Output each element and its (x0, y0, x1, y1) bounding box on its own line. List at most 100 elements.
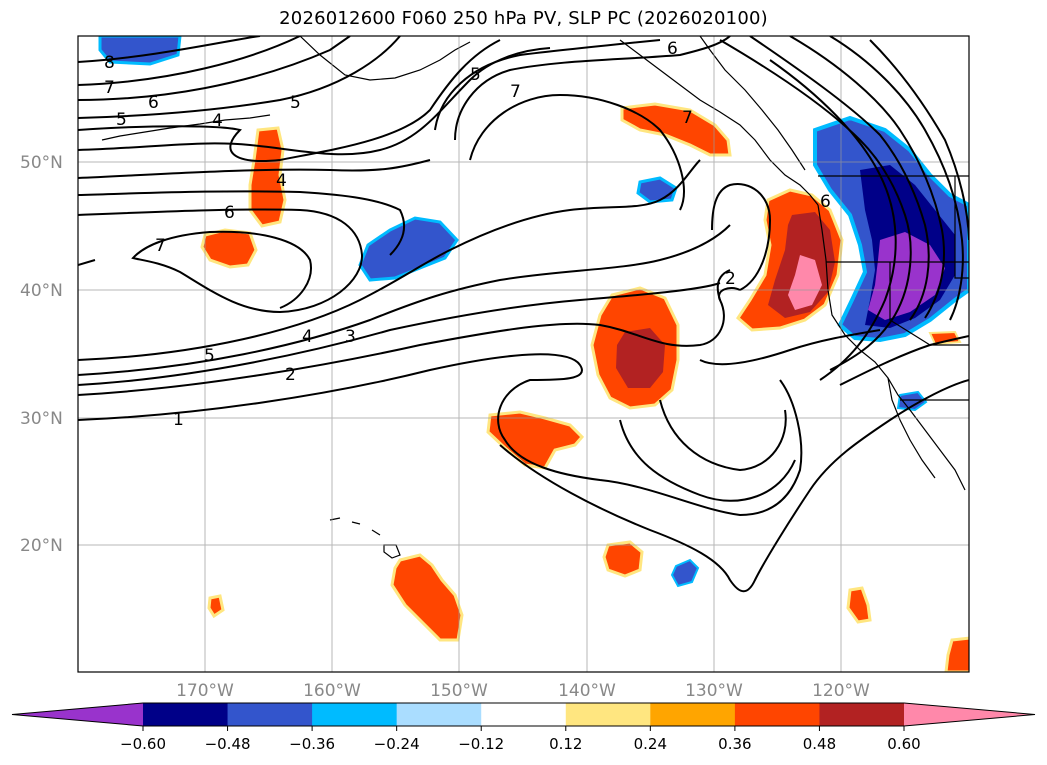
lon-label-170w: 170°W (176, 681, 234, 701)
map-border (77, 35, 970, 673)
colorbar-tick-label: −0.24 (374, 735, 420, 753)
pv-neg-155w (358, 216, 459, 282)
colorbar-tick-label: −0.36 (289, 735, 335, 753)
slp-contours (78, 36, 969, 593)
contour-6-north (78, 36, 351, 101)
contour-inner-1 (619, 419, 796, 502)
contour-8 (78, 36, 261, 63)
colorbar-tick-label: −0.60 (120, 735, 166, 753)
contour-label: 5 (204, 346, 215, 366)
contour-label: 6 (820, 192, 831, 212)
contour-label: 7 (104, 78, 115, 98)
contour-5-south (78, 159, 701, 361)
contour-label: 4 (276, 171, 287, 191)
colorbar-segment (312, 703, 398, 726)
canada-coast (699, 36, 806, 171)
contour-east-2 (749, 36, 930, 321)
contour-trough (499, 379, 969, 593)
colorbar-tick-label: −0.48 (205, 735, 251, 753)
contour-5-mid (78, 47, 551, 156)
pv-blob-135w-core (616, 328, 665, 388)
colorbar-segment (819, 703, 905, 726)
pv-blob-170w-north (248, 126, 287, 228)
colorbar-tick-label: 0.48 (803, 735, 836, 753)
longitude-labels: 170°W 160°W 150°W 140°W 130°W 120°W (176, 681, 870, 701)
lat-label-30n: 30°N (20, 409, 63, 429)
pv-blob-117w-small (846, 586, 872, 624)
hawaii-islands (329, 517, 401, 559)
contour-label: 3 (345, 327, 356, 347)
lon-label-150w: 150°W (430, 681, 488, 701)
colorbar-tick-label: 0.12 (549, 735, 582, 753)
contour-inner-2 (659, 399, 787, 472)
contour-label: 4 (302, 327, 313, 347)
border-idaho (954, 176, 969, 279)
lat-label-50n: 50°N (20, 153, 63, 173)
lat-label-40n: 40°N (20, 281, 63, 301)
contour-labels: 8 7 6 5 4 5 6 4 6 7 5 4 3 2 1 5 7 6 7 6 … (104, 39, 831, 430)
contour-label: 1 (173, 410, 184, 430)
contour-east-outer (769, 59, 897, 381)
contour-2-south (78, 287, 741, 396)
us-west-coast (817, 204, 966, 491)
pv-blob-170w-south (200, 228, 258, 269)
colorbar-segment (227, 703, 313, 726)
contour-4-south (78, 224, 731, 376)
pv-blob-145w (486, 410, 585, 470)
pv-blob-hawaii-south (390, 553, 464, 642)
lon-label-130w: 130°W (685, 681, 743, 701)
alaska-coast (299, 36, 819, 206)
pv-neg-main-purple (868, 232, 945, 320)
contour-3-south (78, 282, 721, 386)
contour-1-south (78, 353, 803, 517)
contour-label: 6 (667, 39, 678, 59)
pv-negative-shading (98, 36, 969, 588)
pv-neg-130w-small (670, 558, 700, 588)
pv-blob-se-corner (944, 636, 969, 672)
contour-label: 7 (155, 236, 166, 256)
contour-label: 2 (285, 365, 296, 385)
contour-label: 5 (290, 93, 301, 113)
contour-label: 6 (148, 93, 159, 113)
pv-blob-169w-small (207, 594, 225, 619)
pv-blob-north-central (620, 102, 732, 157)
contour-label: 5 (470, 65, 481, 85)
lon-label-160w: 160°W (303, 681, 361, 701)
contour-ridge-low (699, 329, 881, 366)
colorbar-segment (650, 703, 736, 726)
baja-peninsula (887, 377, 936, 479)
pv-blob-baja-small (928, 330, 962, 346)
contour-6-mid (78, 190, 406, 256)
colorbar-extend-high (904, 703, 1035, 726)
contour-label: 6 (224, 203, 235, 223)
pv-neg-baja-small (896, 390, 928, 412)
contour-4-north (78, 39, 501, 162)
lon-label-140w: 140°W (558, 681, 616, 701)
contour-6-east (719, 39, 912, 371)
contour-label: 5 (116, 110, 127, 130)
contour-2-east (711, 183, 772, 301)
contour-7-north (78, 36, 301, 86)
map-title: 2026012600 F060 250 hPa PV, SLP PC (2026… (279, 8, 768, 29)
colorbar: −0.60 −0.48 −0.36 −0.24 −0.12 0.12 0.24 0.36 0.4… (11, 702, 1036, 753)
colorbar-segment (143, 703, 229, 726)
pv-blob-coast-pink (788, 255, 822, 310)
contour-label: 8 (104, 53, 115, 73)
lon-label-120w: 120°W (812, 681, 870, 701)
contour-5-north (78, 36, 401, 119)
colorbar-extend-low (12, 703, 143, 726)
contour-label: 2 (725, 269, 736, 289)
pv-positive-shading (200, 102, 969, 672)
political-boundaries (818, 175, 969, 401)
contour-label: 7 (682, 108, 693, 128)
contour-east-4 (829, 36, 964, 321)
colorbar-tick-label: −0.12 (458, 735, 504, 753)
gridlines (78, 36, 969, 672)
colorbar-segment (481, 703, 567, 726)
contour-upper-ridge-1 (454, 36, 731, 141)
contour-large-w1 (78, 259, 96, 266)
pv-blob-138w-small (602, 540, 644, 578)
contour-east-5 (869, 39, 969, 241)
contour-label: 7 (510, 82, 521, 102)
